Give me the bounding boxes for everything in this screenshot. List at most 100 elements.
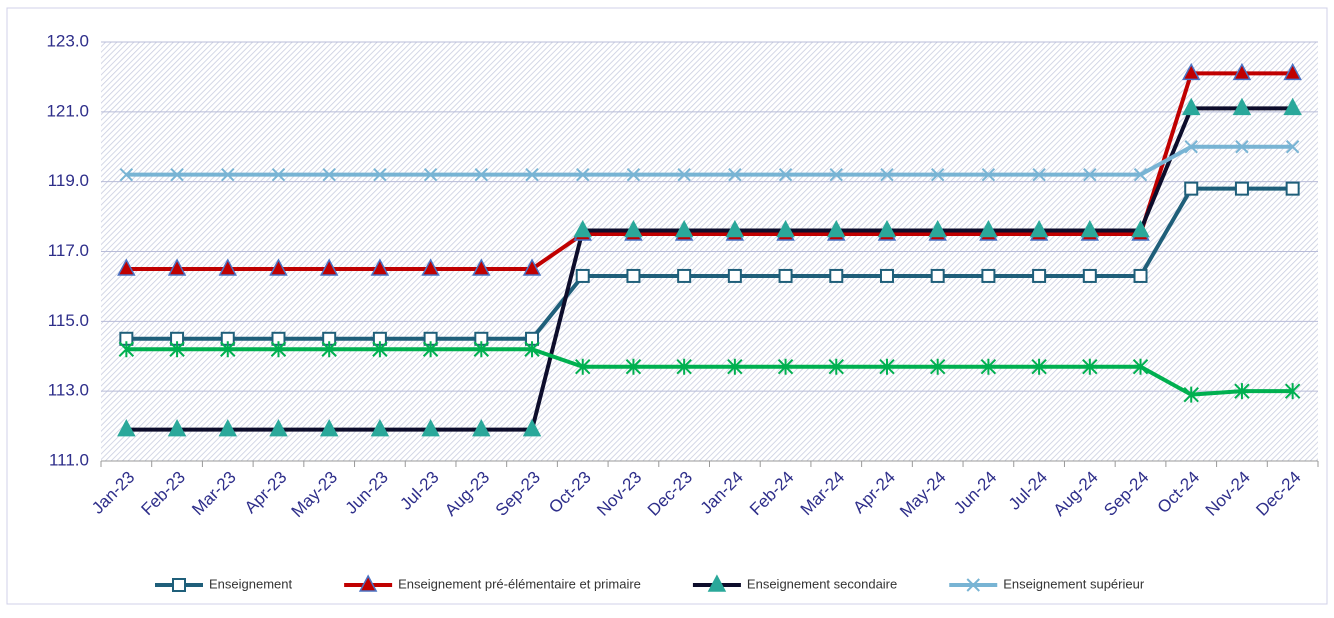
marker: [1235, 140, 1249, 154]
marker: [778, 268, 793, 283]
marker: [778, 167, 793, 182]
marker: [170, 167, 184, 182]
marker: [525, 167, 539, 182]
marker: [370, 418, 390, 437]
legend-marker: [172, 578, 186, 592]
legend-marker: [966, 578, 980, 592]
marker: [373, 167, 387, 182]
marker: [877, 219, 897, 238]
marker: [1181, 62, 1201, 81]
marker: [880, 167, 894, 182]
marker: [677, 167, 691, 182]
legend-marker: [707, 574, 727, 592]
marker: [421, 258, 440, 276]
marker: [575, 358, 591, 375]
marker: [828, 358, 844, 375]
legend-marker: [358, 574, 378, 592]
marker: [270, 341, 287, 358]
marker: [370, 258, 390, 276]
marker: [1080, 219, 1100, 238]
marker: [829, 268, 844, 283]
marker: [777, 358, 794, 375]
marker: [576, 167, 590, 182]
marker: [421, 418, 440, 437]
marker: [218, 418, 238, 437]
marker: [1029, 219, 1049, 238]
marker: [269, 418, 288, 437]
marker: [879, 268, 894, 283]
marker: [1283, 62, 1302, 81]
marker: [1181, 97, 1201, 116]
marker: [575, 268, 590, 283]
marker: [929, 358, 946, 375]
marker: [423, 167, 438, 182]
marker: [981, 167, 996, 182]
marker: [727, 268, 742, 283]
series-line: [126, 144, 1293, 177]
marker: [979, 219, 998, 238]
marker: [1032, 167, 1046, 182]
marker: [930, 268, 945, 283]
marker: [218, 258, 238, 276]
marker: [167, 258, 187, 276]
y-tick-label: 115.0: [48, 311, 89, 330]
marker: [930, 167, 945, 182]
marker: [117, 418, 136, 437]
series-line: [126, 186, 1293, 341]
marker: [677, 268, 692, 283]
marker: [1032, 268, 1047, 283]
legend-label: Enseignement secondaire: [747, 576, 897, 591]
marker: [1082, 268, 1097, 283]
marker: [1082, 358, 1098, 375]
y-tick-label: 113.0: [48, 381, 89, 400]
marker: [117, 258, 136, 276]
marker: [322, 167, 336, 182]
legend-label: Enseignement: [209, 576, 292, 591]
marker: [827, 219, 846, 238]
marker: [1183, 386, 1199, 403]
marker: [473, 341, 490, 358]
marker: [728, 167, 742, 182]
y-tick-label: 117.0: [48, 241, 89, 260]
marker: [522, 418, 542, 437]
marker: [573, 219, 592, 238]
series-line: [126, 71, 1293, 271]
y-tick-label: 121.0: [46, 101, 89, 120]
marker: [167, 418, 187, 437]
marker: [1234, 383, 1250, 400]
legend-label: Enseignement supérieur: [1003, 576, 1145, 591]
marker: [1132, 358, 1149, 375]
marker: [1283, 97, 1302, 116]
marker: [169, 341, 185, 358]
marker: [879, 358, 895, 375]
series-line: [126, 347, 1293, 397]
marker: [624, 219, 643, 238]
marker: [981, 268, 996, 283]
marker: [626, 268, 641, 283]
y-tick-label: 123.0: [46, 31, 89, 50]
marker: [1232, 97, 1252, 116]
marker: [674, 219, 694, 238]
marker: [119, 167, 134, 182]
marker: [625, 358, 642, 375]
marker: [319, 418, 339, 437]
marker: [1285, 140, 1300, 154]
marker: [1285, 181, 1300, 196]
marker: [1133, 268, 1148, 283]
marker: [474, 167, 489, 182]
marker: [522, 258, 542, 276]
marker: [980, 358, 997, 375]
marker: [1284, 383, 1301, 400]
marker: [321, 341, 337, 358]
marker: [524, 341, 540, 358]
legend-label: Enseignement pré-élémentaire et primaire: [398, 576, 641, 591]
marker: [118, 341, 135, 358]
marker: [1234, 181, 1249, 196]
marker: [829, 167, 843, 182]
marker: [727, 358, 743, 375]
series-line: [126, 106, 1293, 432]
marker: [269, 258, 288, 276]
marker: [422, 341, 439, 358]
marker: [1184, 181, 1199, 196]
